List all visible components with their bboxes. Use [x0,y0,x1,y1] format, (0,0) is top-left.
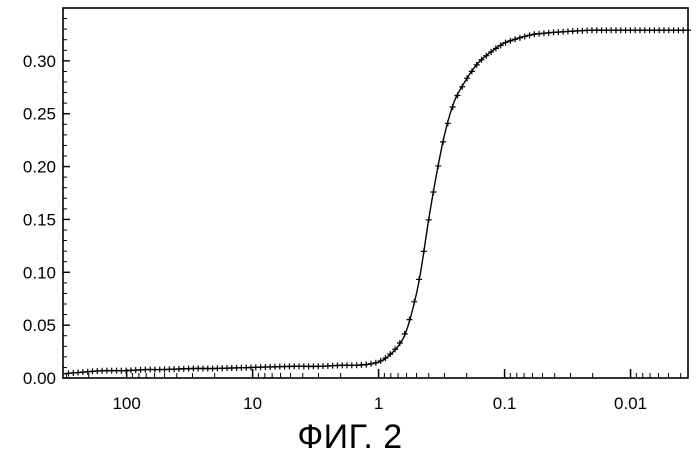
data-point-marker [430,189,436,195]
plot-frame [63,8,688,378]
x-tick-label: 1 [374,394,383,413]
data-point-marker [406,317,412,323]
axis-ticks [63,19,681,378]
data-point-marker [416,276,422,282]
y-tick-label: 0.20 [23,158,56,177]
x-tick-label: 0.01 [614,394,647,413]
x-tick-label: 10 [243,394,262,413]
data-point-marker [426,217,432,223]
y-tick-label: 0.25 [23,105,56,124]
data-series [64,27,691,376]
data-point-marker [435,163,441,169]
series-line [64,30,688,374]
y-tick-label: 0.05 [23,316,56,335]
x-tick-label: 100 [112,394,140,413]
figure-caption: ФИГ. 2 [0,418,700,457]
y-tick-label: 0.10 [23,263,56,282]
data-point-marker [527,32,533,38]
data-point-marker [685,27,691,33]
tick-labels: 0.00 0.05 0.10 0.15 0.20 0.25 0.30 100 10 1 0.1 0.0… [23,52,647,413]
data-point-marker [450,104,456,110]
data-point-marker [522,34,528,40]
data-point-marker [440,139,446,145]
y-tick-label: 0.15 [23,210,56,229]
data-point-marker [421,248,427,254]
data-point-marker [411,299,417,305]
data-point-marker [445,120,451,126]
data-point-marker [363,361,369,367]
y-tick-label: 0.00 [23,369,56,388]
data-point-marker [517,35,523,41]
data-point-marker [368,361,374,367]
y-tick-label: 0.30 [23,52,56,71]
plot-area [63,8,688,378]
x-tick-label: 0.1 [493,394,517,413]
data-point-marker [402,331,408,337]
